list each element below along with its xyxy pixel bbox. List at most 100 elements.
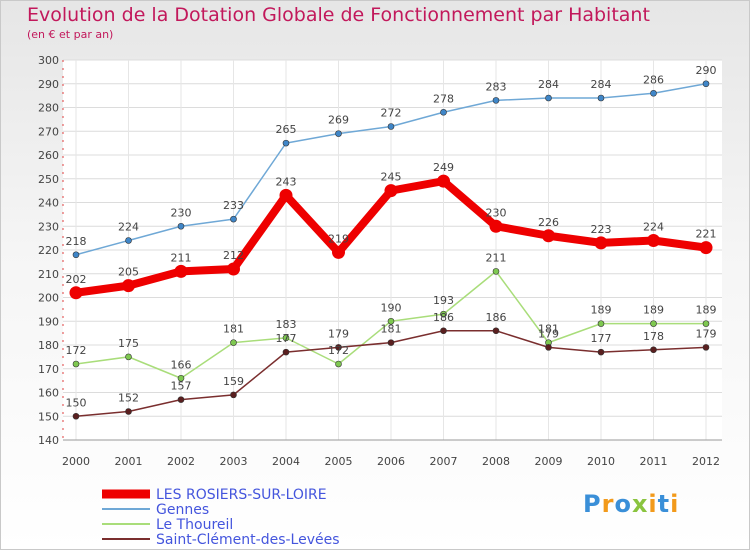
data-label: 272 xyxy=(381,107,402,120)
y-tick-label: 260 xyxy=(38,149,59,162)
data-point xyxy=(545,94,552,102)
data-label: 286 xyxy=(643,73,664,86)
y-tick-label: 200 xyxy=(38,292,59,305)
data-label: 233 xyxy=(223,199,244,212)
chart-title: Evolution de la Dotation Globale de Fonc… xyxy=(27,4,650,26)
data-label: 179 xyxy=(328,327,349,340)
data-label: 179 xyxy=(696,327,717,340)
data-label: 190 xyxy=(381,301,402,314)
data-point xyxy=(702,320,710,327)
data-point xyxy=(440,310,447,318)
data-label: 186 xyxy=(433,311,454,324)
data-label: 175 xyxy=(118,337,139,350)
x-tick-label: 2005 xyxy=(325,455,353,468)
data-point xyxy=(282,139,290,147)
data-label: 181 xyxy=(381,323,402,336)
data-label: 193 xyxy=(433,294,454,307)
y-tick-label: 250 xyxy=(38,173,59,186)
data-point xyxy=(125,408,132,415)
data-point xyxy=(702,344,710,351)
data-point xyxy=(440,108,447,116)
data-label: 212 xyxy=(223,249,244,262)
data-point xyxy=(177,374,185,382)
data-point xyxy=(72,360,80,368)
x-tick-label: 2008 xyxy=(482,455,510,468)
x-tick-label: 2010 xyxy=(587,455,615,468)
y-tick-label: 210 xyxy=(38,268,59,281)
data-label: 189 xyxy=(591,304,612,317)
data-point xyxy=(489,219,503,233)
y-tick-label: 190 xyxy=(38,315,59,328)
data-label: 230 xyxy=(171,206,192,219)
data-label: 219 xyxy=(328,232,349,245)
data-label: 243 xyxy=(276,175,297,188)
data-label: 178 xyxy=(643,330,664,343)
data-label: 186 xyxy=(486,311,507,324)
data-point xyxy=(699,241,713,255)
x-tick-label: 2003 xyxy=(220,455,248,468)
x-tick-label: 2002 xyxy=(167,455,195,468)
data-point xyxy=(597,348,605,356)
proxiti-logo: Proxiti xyxy=(583,490,680,518)
y-tick-label: 290 xyxy=(38,78,59,91)
data-point xyxy=(230,391,237,399)
data-label: 221 xyxy=(696,228,717,241)
data-label: 189 xyxy=(696,304,717,317)
data-point xyxy=(650,346,657,354)
data-point xyxy=(122,279,135,293)
data-label: 177 xyxy=(276,332,297,345)
data-label: 218 xyxy=(66,235,87,248)
data-point xyxy=(647,234,660,247)
y-tick-label: 220 xyxy=(38,244,59,257)
data-label: 157 xyxy=(171,380,192,393)
data-point xyxy=(440,327,447,335)
data-point xyxy=(492,327,500,335)
data-label: 249 xyxy=(433,161,454,174)
data-label: 283 xyxy=(486,80,507,93)
x-tick-label: 2000 xyxy=(62,455,90,468)
data-point xyxy=(387,339,395,346)
x-tick-label: 2009 xyxy=(535,455,563,468)
data-point xyxy=(542,229,555,243)
data-point xyxy=(650,89,657,97)
chart-subtitle: (en € et par an) xyxy=(27,28,114,41)
legend-label: Saint-Clément-des-Levées xyxy=(156,532,340,548)
data-point xyxy=(177,222,185,230)
data-point xyxy=(650,320,657,327)
y-tick-label: 160 xyxy=(38,387,59,400)
data-point xyxy=(492,97,500,104)
data-point xyxy=(72,251,80,259)
legend-label: Gennes xyxy=(156,502,209,518)
data-label: 269 xyxy=(328,114,349,127)
y-tick-label: 280 xyxy=(38,102,59,115)
x-tick-label: 2001 xyxy=(115,455,143,468)
data-label: 181 xyxy=(223,323,244,336)
legend-label: LES ROSIERS-SUR-LOIRE xyxy=(156,487,327,503)
data-point xyxy=(387,123,395,130)
y-tick-label: 270 xyxy=(38,125,59,138)
data-label: 230 xyxy=(486,206,507,219)
y-tick-label: 180 xyxy=(38,339,59,352)
data-label: 166 xyxy=(171,358,192,371)
data-label: 205 xyxy=(118,266,139,279)
data-label: 265 xyxy=(276,123,297,136)
data-label: 159 xyxy=(223,375,244,388)
data-label: 211 xyxy=(486,251,507,264)
data-point xyxy=(594,236,608,250)
data-label: 223 xyxy=(591,223,612,236)
data-label: 278 xyxy=(433,92,454,105)
data-point xyxy=(177,396,185,403)
x-tick-label: 2006 xyxy=(377,455,405,468)
data-point xyxy=(492,268,500,275)
data-point xyxy=(437,174,450,188)
data-label: 172 xyxy=(328,344,349,357)
data-label: 202 xyxy=(66,273,87,286)
x-tick-label: 2011 xyxy=(640,455,668,468)
data-point xyxy=(545,344,552,351)
data-point xyxy=(279,188,293,202)
data-label: 181 xyxy=(538,323,559,336)
data-label: 211 xyxy=(171,251,192,264)
data-point xyxy=(335,130,342,137)
y-tick-label: 170 xyxy=(38,363,59,376)
